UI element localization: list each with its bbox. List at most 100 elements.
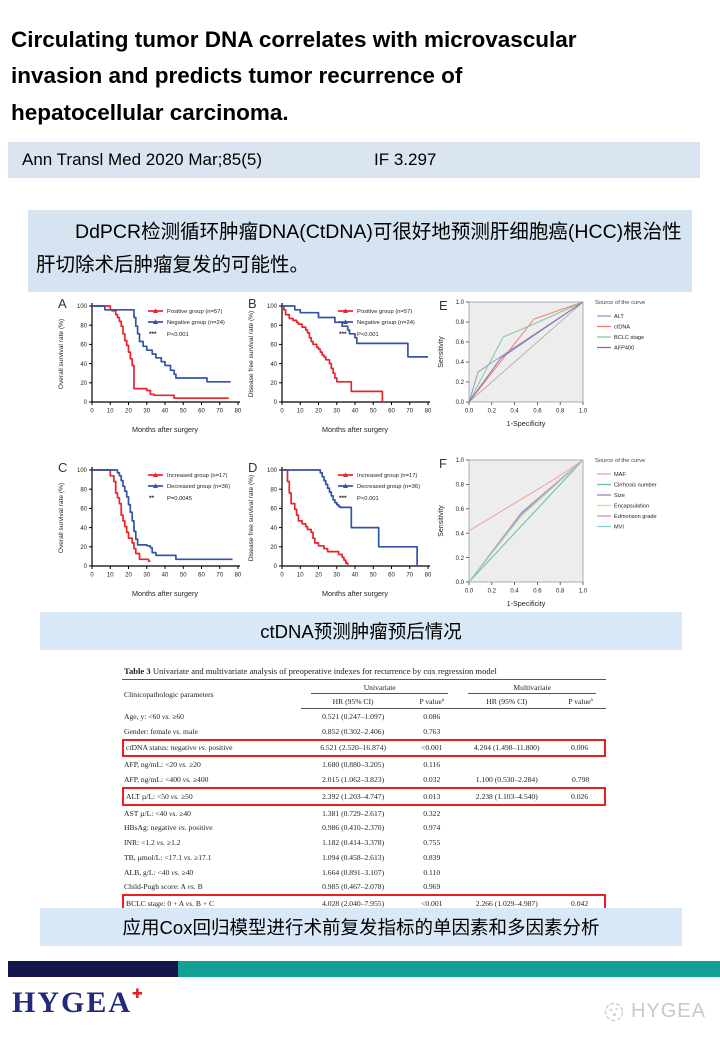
red-cross-icon: ✚: [132, 987, 143, 1002]
svg-text:0.6: 0.6: [533, 409, 542, 415]
svg-text:20: 20: [80, 381, 87, 387]
svg-text:Months after surgery: Months after surgery: [132, 425, 198, 434]
svg-text:Months after surgery: Months after surgery: [132, 589, 198, 598]
svg-text:0.2: 0.2: [456, 556, 465, 562]
km-plot-dfs-ctdna: B 0 20 40 60 80 100 0 10 20 30 40 50 60 70 80 Disease fr…: [245, 294, 435, 436]
svg-text:0.0: 0.0: [456, 580, 465, 586]
svg-text:80: 80: [270, 487, 277, 493]
table-row: Gender: female vs. male 0.852 (0.302–2.40…: [124, 726, 441, 736]
stamp-icon: [604, 1002, 624, 1021]
svg-text:P<0.001: P<0.001: [357, 496, 379, 502]
svg-text:40: 40: [352, 409, 359, 415]
watermark-text: HYGEA: [630, 1000, 706, 1022]
svg-text:0.8: 0.8: [456, 483, 465, 489]
svg-text:ctDNA: ctDNA: [614, 325, 630, 331]
svg-text:A: A: [58, 296, 67, 311]
svg-text:50: 50: [180, 573, 187, 579]
table-row: AFP, ng/mL: <20 vs. ≥20 1.680 (0.880–3.20…: [124, 760, 441, 770]
svg-text:0: 0: [274, 564, 278, 570]
svg-text:20: 20: [315, 409, 322, 415]
citation-bar: Ann Transl Med 2020 Mar;85(5) IF 3.297: [8, 142, 700, 178]
svg-text:Disease free survival rate (%): Disease free survival rate (%): [248, 475, 255, 561]
svg-text:10: 10: [297, 573, 304, 579]
svg-text:F: F: [439, 456, 447, 471]
svg-text:20: 20: [270, 545, 277, 551]
svg-text:Overall survival rate (%): Overall survival rate (%): [58, 319, 65, 389]
svg-text:AFP400: AFP400: [614, 346, 634, 352]
svg-text:40: 40: [270, 362, 277, 368]
table-caption: 应用Cox回归模型进行术前复发指标的单因素和多因素分析: [40, 908, 682, 946]
svg-text:P<0.001: P<0.001: [167, 332, 189, 338]
svg-text:40: 40: [270, 526, 277, 532]
svg-text:0.4: 0.4: [456, 531, 465, 537]
table-row: Child-Pugh score: A vs. B 0.985 (0.467–2.…: [124, 882, 441, 892]
svg-text:20: 20: [125, 573, 132, 579]
svg-text:P=0.0045: P=0.0045: [167, 496, 192, 502]
svg-text:Months after surgery: Months after surgery: [322, 589, 388, 598]
col-group-univariate: Univariate: [301, 680, 458, 694]
svg-text:60: 60: [388, 573, 395, 579]
svg-text:0: 0: [280, 409, 284, 415]
table-row: AST µ/L: <40 vs. ≥40 1.381 (0.729–2.617) 0…: [124, 808, 441, 818]
table-row: ALB, g/L: <40 vs. ≥40 1.664 (0.891–3.107)…: [124, 867, 441, 877]
svg-text:D: D: [248, 460, 257, 475]
svg-text:0: 0: [84, 564, 88, 570]
table-title-label: Table 3: [124, 666, 151, 676]
svg-text:Sensitivity: Sensitivity: [438, 336, 445, 368]
svg-text:0: 0: [90, 409, 94, 415]
svg-text:60: 60: [80, 343, 87, 349]
svg-text:0.0: 0.0: [456, 400, 465, 406]
page-title-line: hepatocellular carcinoma.: [11, 99, 289, 125]
svg-text:60: 60: [270, 507, 277, 513]
svg-text:0.0: 0.0: [465, 589, 474, 595]
svg-text:0: 0: [90, 573, 94, 579]
svg-text:20: 20: [315, 573, 322, 579]
svg-text:0.8: 0.8: [556, 589, 565, 595]
svg-text:ALT: ALT: [614, 314, 624, 320]
svg-text:50: 50: [180, 409, 187, 415]
svg-text:0.2: 0.2: [488, 589, 497, 595]
svg-text:0.4: 0.4: [510, 589, 519, 595]
table-row: Age, y: <60 vs. ≥60 0.521 (0.247–1.097) 0.…: [124, 711, 441, 721]
page-title-line: Circulating tumor DNA correlates with mi…: [11, 27, 577, 52]
page-title-line: invasion and predicts tumor recurrence o…: [11, 63, 463, 89]
svg-text:30: 30: [333, 573, 340, 579]
svg-text:Months after surgery: Months after surgery: [322, 425, 388, 434]
svg-text:0: 0: [84, 400, 88, 406]
citation-journal: Ann Transl Med 2020 Mar;85(5): [22, 150, 263, 169]
svg-text:80: 80: [425, 409, 432, 415]
km-plot-overall-survival-ctdna: A 0 20 40 60 80 100 0 10 20 30 40 50 60 70 80 Overall su…: [55, 294, 245, 436]
table-row: ALT µ/L: <50 vs. ≥50 2.392 (1.203–4.747) 0…: [122, 786, 606, 806]
svg-text:0.2: 0.2: [488, 409, 497, 415]
svg-text:Positive group (n=57): Positive group (n=57): [167, 309, 222, 315]
svg-text:Negative group (n=24): Negative group (n=24): [167, 320, 225, 326]
svg-text:100: 100: [267, 468, 278, 474]
svg-text:70: 70: [406, 409, 413, 415]
svg-text:1-Specificity: 1-Specificity: [507, 419, 546, 428]
table-row: AFP, ng/mL: <400 vs. ≥400 2.015 (1.062–3.…: [124, 775, 590, 785]
svg-text:60: 60: [80, 507, 87, 513]
svg-text:**: **: [149, 495, 155, 502]
hygea-logo-text: HYGEA: [12, 986, 133, 1019]
svg-text:50: 50: [370, 573, 377, 579]
col-header-multi-p: P valueª: [555, 694, 606, 709]
svg-text:0.6: 0.6: [456, 340, 465, 346]
svg-text:40: 40: [80, 362, 87, 368]
watermark: HYGEA: [603, 1000, 706, 1023]
svg-text:***: ***: [339, 495, 347, 502]
svg-text:1.0: 1.0: [456, 458, 465, 464]
svg-text:100: 100: [77, 304, 88, 310]
svg-text:1.0: 1.0: [579, 409, 588, 415]
svg-text:10: 10: [297, 409, 304, 415]
col-header-parameters: Clinicopathologic parameters: [124, 690, 214, 699]
svg-text:B: B: [248, 296, 257, 311]
svg-text:Increased group (n=17): Increased group (n=17): [357, 473, 417, 479]
table-row: TB, µmol/L: <17.1 vs. ≥17.1 1.094 (0.458–…: [124, 852, 441, 862]
footer-navy-bar: [8, 961, 178, 977]
svg-text:Source of the curve: Source of the curve: [595, 300, 645, 306]
svg-text:1.0: 1.0: [456, 300, 465, 306]
citation-impact-factor: IF 3.297: [374, 150, 437, 169]
svg-text:100: 100: [267, 304, 278, 310]
svg-text:40: 40: [162, 409, 169, 415]
